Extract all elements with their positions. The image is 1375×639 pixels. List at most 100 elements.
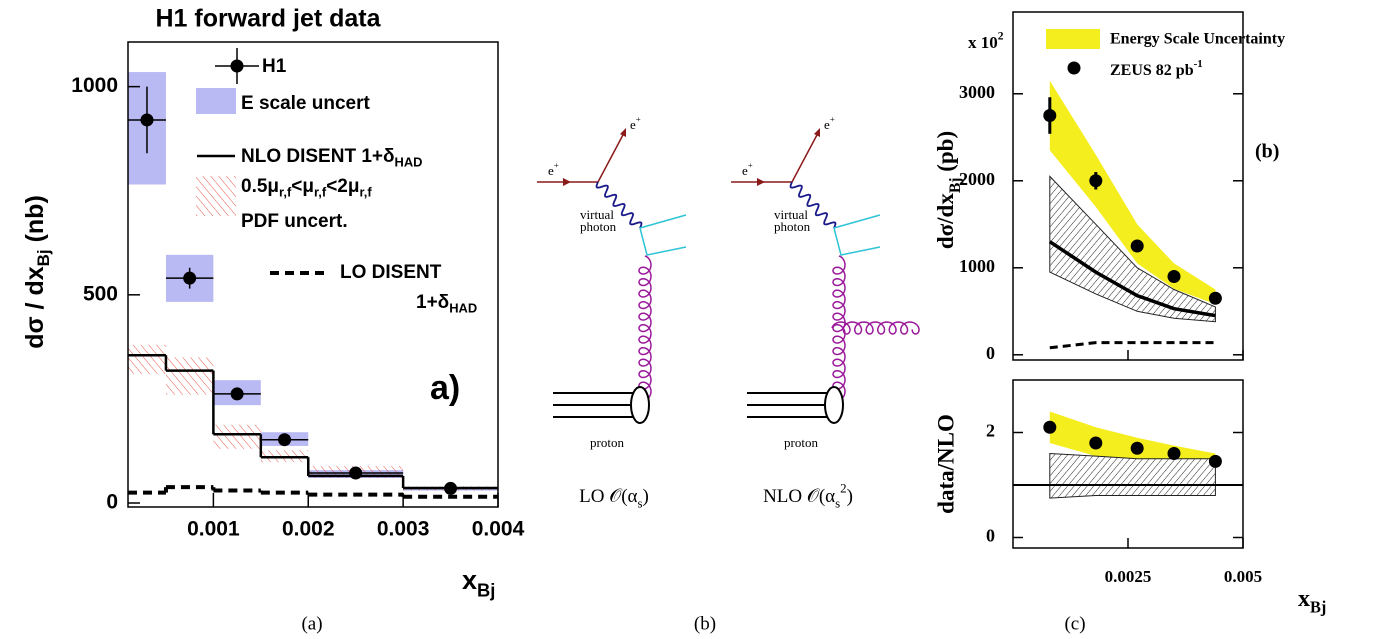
quark-lines (639, 214, 687, 256)
y-tick-label: 1000 (959, 256, 995, 276)
data-point (1130, 441, 1144, 455)
diagram-caption-part: s (835, 496, 840, 511)
electron-label-part: e (630, 117, 636, 132)
y-axis-label: dσ/dxBj (pb) (933, 131, 963, 249)
x-axis-label-part: Bj (1310, 597, 1326, 616)
legend-label: 0.5μr,f<μr,f<2μr,f PDF uncert. (241, 176, 372, 232)
legend-label-part: <μ (291, 176, 314, 197)
data-point (1208, 454, 1222, 468)
legend-label-part: <2μ (326, 176, 359, 197)
x-tick-label: 0.004 (472, 518, 525, 541)
legend-label-part: -1 (1194, 57, 1203, 69)
gluon-line (638, 255, 652, 402)
gluon-emission (831, 321, 920, 335)
legend-label-part: r,f (279, 185, 292, 200)
x-axis-label: xBj (1298, 586, 1326, 617)
data-point (278, 433, 292, 447)
y-axis-label-part: Bj (947, 178, 964, 194)
y-tick-label: 2000 (959, 169, 995, 189)
y-axis-label: dσ / dxBj (nb) (21, 195, 54, 349)
data-point (183, 271, 197, 285)
x-axis-label-part: x (462, 565, 477, 595)
electron-arrow (563, 178, 571, 186)
legend-symbol (1046, 29, 1100, 49)
electron-arrow (757, 178, 765, 186)
proton-label: proton (784, 435, 818, 450)
hatched-band (1049, 452, 1216, 499)
chart-title: H1 forward jet data (155, 5, 381, 33)
electron-label: e+ (742, 160, 753, 178)
electron-arrow (620, 128, 626, 137)
legend-label-part: HAD (395, 155, 423, 170)
electron-label: e+ (824, 114, 835, 132)
electron-line (791, 132, 819, 183)
electron-label-part: e (824, 117, 830, 132)
legend-label-part: NLO DISENT 1+δ (241, 146, 395, 167)
y-tick-label: 0 (986, 343, 995, 363)
electron-label: e+ (548, 160, 559, 178)
hatched-band (165, 357, 214, 395)
hatched-band (128, 344, 166, 374)
legend-label: E scale uncert (241, 93, 371, 114)
data-point (1167, 269, 1181, 283)
photon-label-part: photon (580, 219, 617, 234)
y-axis-label-part: dσ/dx (933, 193, 958, 249)
x-tick-label: 0.002 (282, 518, 335, 541)
y-axis-multiplier-part: x 10 (968, 33, 998, 52)
diagram-caption-part: 2 (840, 480, 846, 495)
electron-label-part: e (742, 163, 748, 178)
proton-end (824, 386, 844, 424)
legend-label-part: HAD (449, 301, 477, 316)
panel-label: a) (430, 369, 460, 407)
legend-symbol (196, 176, 236, 216)
y-tick-label: 500 (83, 282, 118, 305)
x-tick-label: 0.005 (1224, 567, 1262, 586)
diagram-caption: LO 𝒪(αs) (579, 486, 649, 510)
data-point (444, 481, 458, 495)
y-axis-label-part: (nb) (21, 195, 49, 249)
quark-lines (833, 214, 881, 256)
legend-symbol (196, 88, 236, 114)
electron-label-part: + (636, 114, 641, 124)
x-axis-label-part: x (1298, 586, 1310, 612)
panel-label: (b) (1255, 141, 1279, 163)
electron-arrow (814, 128, 820, 137)
legend-label: NLO DISENT 1+δHAD (241, 146, 423, 170)
diagram-caption: NLO 𝒪(αs2) (763, 480, 853, 510)
gluon-line (832, 255, 846, 402)
electron-label: e+ (630, 114, 641, 132)
y-axis-multiplier-part: 2 (998, 29, 1004, 42)
panel-caption: (b) (694, 613, 716, 634)
legend-label-part: 1+δ (416, 292, 449, 313)
legend-label-part: r,f (314, 185, 327, 200)
panel-caption: (c) (1064, 613, 1085, 634)
photon-label: virtual photon (774, 207, 811, 234)
legend-label: ZEUS 82 pb-1 (1110, 57, 1203, 78)
diagram-caption-part: NLO 𝒪(α (763, 486, 835, 507)
electron-label-part: + (830, 114, 835, 124)
legend-symbol (1067, 61, 1081, 75)
legend-label: H1 (262, 56, 287, 77)
y-tick-label: 0 (986, 526, 995, 546)
data-point (349, 466, 363, 480)
data-point (1167, 447, 1181, 460)
legend-label: LO DISENT 1+δHAD (340, 262, 477, 316)
x-axis-label-part: Bj (477, 579, 495, 600)
uncertainty-band (1049, 80, 1216, 305)
proton-label: proton (590, 435, 624, 450)
lo-line (1049, 341, 1216, 350)
legend-label-part: r,f (359, 185, 372, 200)
proton-end (630, 386, 650, 424)
legend-label-part: PDF uncert. (241, 211, 348, 232)
data-point (1089, 436, 1103, 450)
y-axis-multiplier: x 102 (968, 29, 1004, 52)
y-axis-label-part: Bj (34, 249, 53, 266)
plot-frame (127, 41, 499, 508)
y-tick-label: 2 (986, 421, 995, 441)
hatched-band (1049, 175, 1216, 323)
y-tick-label: 1000 (71, 74, 118, 97)
y-axis-label-part: (pb) (933, 131, 958, 178)
diagram-caption-part: ) (847, 486, 853, 507)
photon-label-part: virtual (580, 207, 614, 222)
photon-label-part: photon (774, 219, 811, 234)
